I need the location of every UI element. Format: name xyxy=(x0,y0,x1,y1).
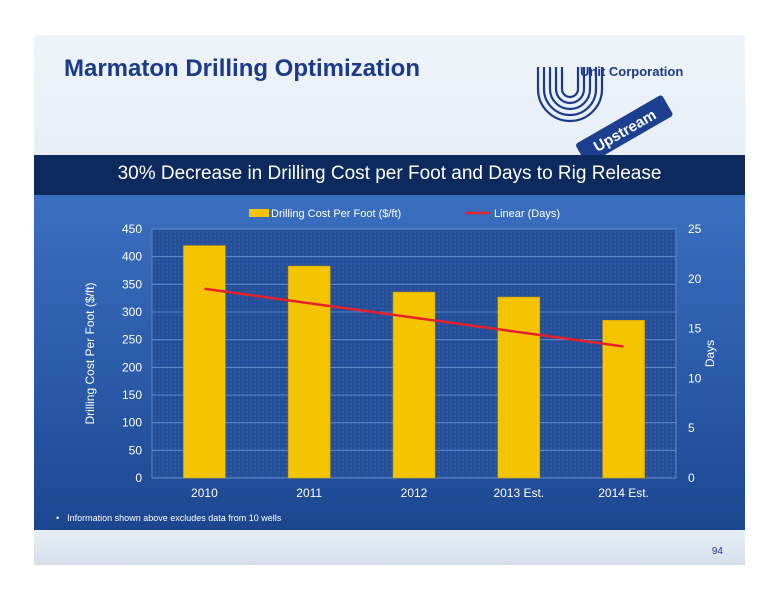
y2-axis-label: Days xyxy=(703,340,717,367)
chart-title: 30% Decrease in Drilling Cost per Foot a… xyxy=(117,163,662,184)
trendline xyxy=(204,287,624,348)
y-axis-left: 0 50 100 150 200 250 300 350 400 450 xyxy=(122,222,142,485)
logo-mark xyxy=(536,67,604,123)
y-tick-label: 400 xyxy=(122,250,142,264)
footnote-text: Information shown above excludes data fr… xyxy=(67,513,282,523)
x-tick-label: 2014 Est. xyxy=(598,486,649,500)
y-tick-label: 250 xyxy=(122,333,142,347)
footnote: • Information shown above excludes data f… xyxy=(56,513,281,523)
y-tick-label: 100 xyxy=(122,416,142,430)
y-tick-label: 150 xyxy=(122,388,142,402)
y-tick-label: 50 xyxy=(129,443,143,457)
trend-line xyxy=(204,287,624,348)
x-tick-label: 2012 xyxy=(401,486,428,500)
x-tick-label: 2013 Est. xyxy=(493,486,544,500)
company-logo: Unit Corporation Upstream xyxy=(536,64,683,165)
legend: Drilling Cost Per Foot ($/ft) Linear (Da… xyxy=(249,208,560,220)
y2-tick-label: 0 xyxy=(688,471,695,485)
bar-2011 xyxy=(287,265,331,479)
y-tick-label: 350 xyxy=(122,277,142,291)
page-number: 94 xyxy=(711,546,723,557)
footer-bar: 94 xyxy=(34,530,745,565)
y2-tick-label: 15 xyxy=(688,322,702,336)
bullet-icon: • xyxy=(56,513,60,523)
y2-tick-label: 5 xyxy=(688,421,695,435)
y2-tick-label: 25 xyxy=(688,222,702,236)
logo-company-name: Unit Corporation xyxy=(580,64,683,79)
chart-title-band: 30% Decrease in Drilling Cost per Foot a… xyxy=(34,155,745,195)
bar-2012 xyxy=(392,291,436,479)
y-tick-label: 300 xyxy=(122,305,142,319)
chart: 0 50 100 150 200 250 300 350 400 450 0 5 10 15 20 25 2… xyxy=(83,208,717,500)
y-tick-label: 0 xyxy=(135,471,142,485)
y-tick-label: 200 xyxy=(122,360,142,374)
legend-label-bar: Drilling Cost Per Foot ($/ft) xyxy=(271,208,401,220)
y2-tick-label: 20 xyxy=(688,272,702,286)
x-tick-label: 2010 xyxy=(191,486,218,500)
legend-swatch-bar xyxy=(249,209,269,217)
bar-2014-est- xyxy=(602,320,645,479)
y2-tick-label: 10 xyxy=(688,371,702,385)
x-axis: 2010 2011 2012 2013 Est. 2014 Est. xyxy=(191,486,649,500)
legend-label-line: Linear (Days) xyxy=(494,208,560,220)
slide-title: Marmaton Drilling Optimization xyxy=(64,55,421,82)
y-axis-label: Drilling Cost Per Foot ($/ft) xyxy=(83,282,97,424)
bar-2010 xyxy=(183,245,226,479)
y-axis-right: 0 5 10 15 20 25 xyxy=(688,222,702,485)
bar-2013-est- xyxy=(497,296,541,479)
bars xyxy=(183,245,645,479)
y-tick-label: 450 xyxy=(122,222,142,236)
x-tick-label: 2011 xyxy=(296,486,322,500)
